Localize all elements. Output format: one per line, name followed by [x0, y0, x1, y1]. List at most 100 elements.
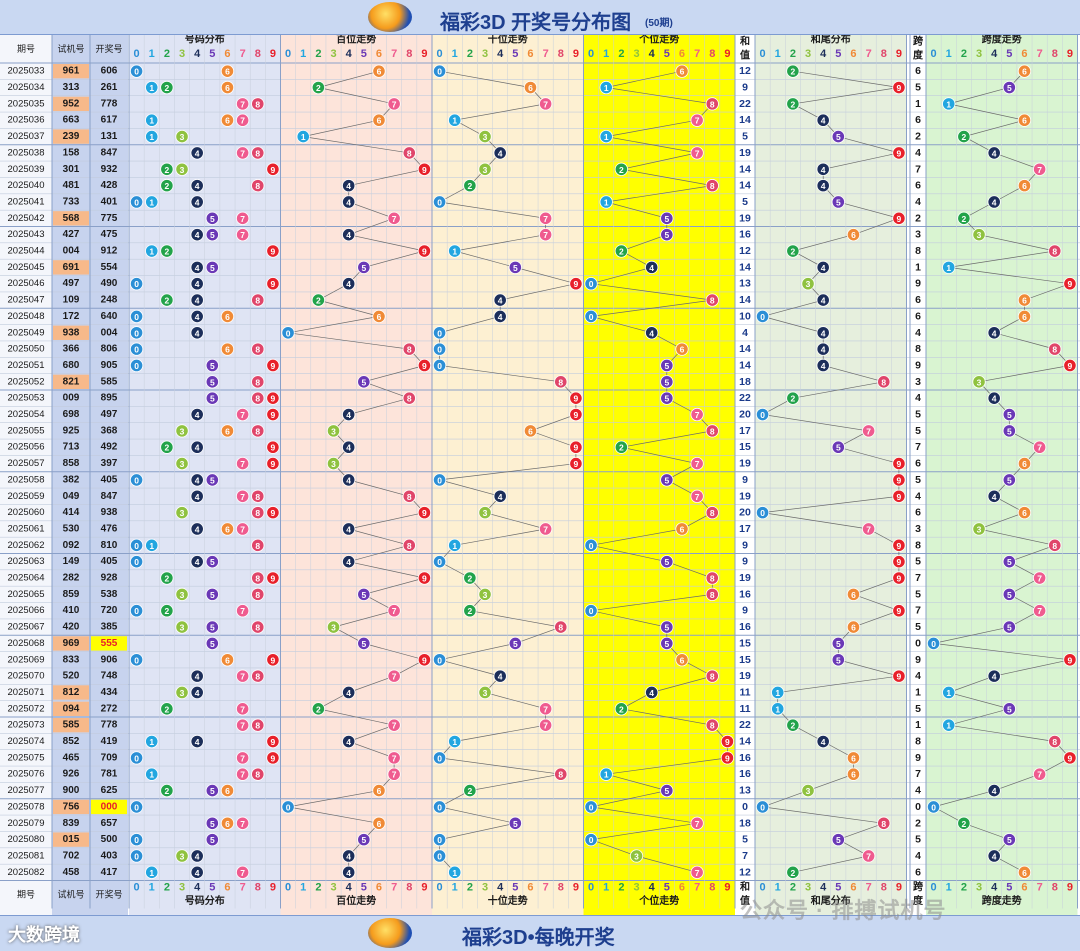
dist-ball: [236, 407, 250, 422]
dist-ball: [129, 473, 144, 487]
sumtail-ball-label: 4: [821, 181, 826, 191]
hundreds-ball: [387, 767, 401, 781]
header-digit: 3: [976, 48, 982, 60]
sumtail-ball-label: 9: [897, 83, 902, 93]
tens-ball: [432, 342, 447, 356]
test-number: 952: [63, 98, 80, 109]
span-ball: [1002, 702, 1016, 716]
span-ball: [942, 685, 956, 700]
span-value: 9: [915, 654, 921, 666]
ones-ball-label: 7: [695, 868, 700, 878]
ones-ball: [584, 833, 598, 847]
dist-ball: [266, 358, 280, 373]
span-value: 4: [915, 490, 921, 502]
sumtail-ball-label: 9: [897, 541, 902, 551]
sumtail-ball-label: 9: [897, 672, 902, 682]
header-digit: 9: [270, 48, 276, 60]
ones-ball-label: 1: [604, 83, 609, 93]
dist-ball-label: 7: [240, 753, 245, 763]
hundreds-ball-label: 4: [346, 851, 351, 861]
tens-ball: [463, 604, 477, 618]
sumtail-ball-label: 5: [836, 639, 841, 649]
ones-ball-label: 8: [710, 99, 715, 109]
hundreds-ball: [402, 342, 416, 356]
hundreds-ball-label: 5: [361, 639, 366, 649]
span-ball: [942, 718, 956, 732]
ones-ball-label: 5: [664, 214, 669, 224]
dist-ball: [266, 653, 280, 667]
span-ball: [1017, 309, 1032, 324]
dist-ball: [205, 228, 219, 242]
sumtail-ball-label: 7: [866, 851, 871, 861]
sum-value: 16: [739, 588, 751, 600]
dist-ball: [129, 800, 144, 814]
header-sumtail: 和尾分布: [810, 35, 851, 46]
header-digit: 6: [1021, 882, 1027, 894]
ones-ball: [690, 489, 704, 503]
sum-value: 14: [739, 343, 751, 355]
ones-ball: [645, 260, 659, 274]
tens-ball-label: 4: [498, 296, 503, 306]
test-number: 702: [63, 850, 80, 861]
ones-ball: [584, 538, 598, 552]
dist-ball-label: 6: [225, 83, 230, 93]
dist-ball: [251, 391, 265, 405]
dist-ball: [236, 865, 250, 879]
dist-ball-label: 0: [134, 197, 139, 207]
dist-ball-label: 7: [240, 524, 245, 534]
test-number: 149: [63, 556, 80, 567]
span-ball: [1048, 538, 1062, 552]
dist-ball: [175, 685, 189, 700]
ones-ball: [660, 358, 674, 373]
win-number: 778: [101, 720, 118, 731]
ones-ball: [690, 456, 704, 471]
dist-ball: [190, 179, 204, 193]
sum-value: 19: [739, 147, 751, 159]
span-ball-label: 6: [1022, 181, 1027, 191]
dist-ball: [236, 718, 250, 732]
ones-ball: [660, 620, 674, 634]
span-value: 0: [915, 637, 921, 649]
header-digit: 9: [1067, 882, 1073, 894]
sum-value: 12: [739, 245, 751, 257]
win-number: 417: [101, 867, 118, 878]
hundreds-ball: [342, 555, 356, 569]
span-ball: [957, 816, 971, 830]
dist-ball-label: 5: [210, 623, 215, 633]
dist-ball: [236, 97, 250, 111]
win-number: 554: [101, 262, 118, 273]
sumtail-ball: [892, 456, 906, 471]
dist-ball: [266, 456, 280, 471]
header-spantrend: 跨度走势: [982, 894, 1022, 907]
win-number: 261: [101, 82, 118, 93]
header-digit: 5: [361, 882, 367, 894]
span-ball-label: 4: [992, 851, 997, 861]
span-ball: [1002, 555, 1016, 569]
tens-ball: [432, 555, 447, 569]
header-digit: 8: [406, 882, 412, 894]
dist-ball: [205, 473, 219, 487]
header-digit: 4: [194, 48, 201, 60]
page-title: 福彩3D 开奖号分布图: [440, 12, 632, 34]
issue-number: 2025043: [8, 229, 45, 240]
tens-ball-label: 9: [574, 459, 579, 469]
sum-value: 4: [742, 327, 748, 339]
tens-ball: [508, 636, 522, 651]
dist-ball-label: 6: [225, 426, 230, 436]
sumtail-ball: [862, 522, 876, 536]
dist-ball-label: 1: [149, 132, 154, 142]
win-number: 405: [101, 556, 118, 567]
issue-number: 2025050: [8, 344, 45, 355]
dist-ball-label: 6: [225, 67, 230, 77]
tens-ball-label: 3: [483, 590, 488, 600]
ones-ball: [705, 97, 719, 111]
span-ball-label: 1: [946, 263, 951, 273]
dist-ball-label: 0: [134, 851, 139, 861]
dist-ball: [236, 816, 250, 830]
sumtail-ball: [892, 538, 906, 552]
hundreds-ball-label: 4: [346, 279, 351, 289]
ones-ball-label: 8: [710, 672, 715, 682]
span-ball: [987, 669, 1001, 683]
dist-ball-label: 4: [195, 197, 200, 207]
dist-ball: [205, 555, 219, 569]
